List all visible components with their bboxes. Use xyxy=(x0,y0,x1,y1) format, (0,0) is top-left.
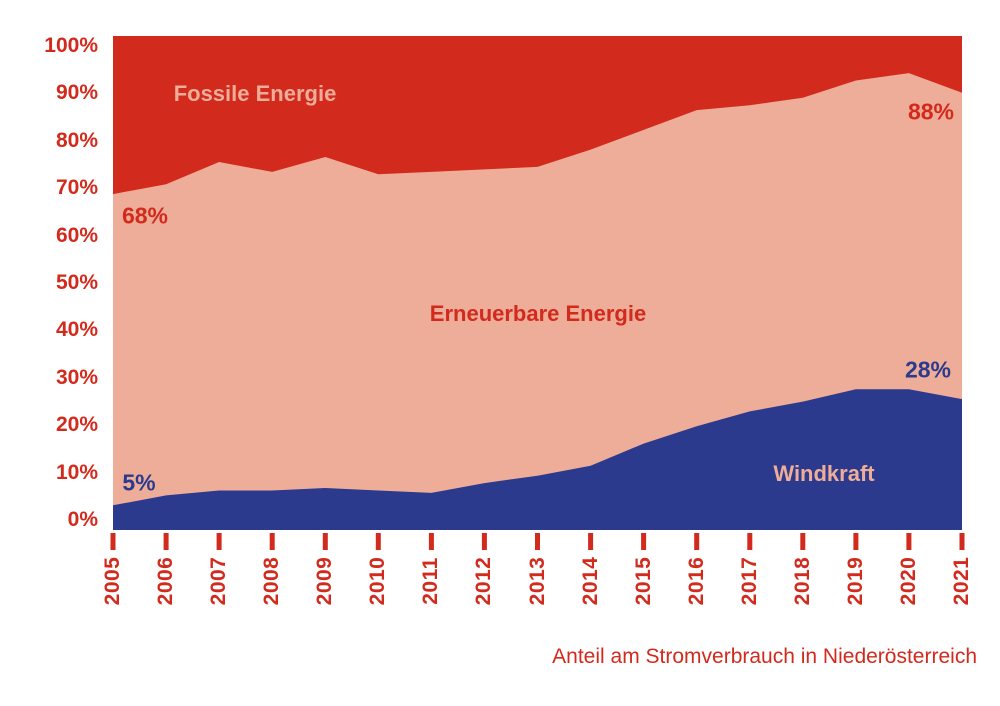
y-axis-label-50pct: 50% xyxy=(55,271,98,294)
y-axis-label-20pct: 20% xyxy=(55,413,98,437)
x-tick-2005 xyxy=(110,533,116,550)
x-tick-2009 xyxy=(322,533,328,550)
x-tick-2012 xyxy=(481,533,487,550)
x-tick-2011 xyxy=(428,533,434,550)
x-tick-2016 xyxy=(694,533,700,550)
x-axis-label-2010: 2010 xyxy=(366,556,390,606)
fossil-area-label: Fossile Energie xyxy=(173,81,337,106)
x-axis-label-2011: 2011 xyxy=(419,557,443,605)
x-axis-label-2014: 2014 xyxy=(578,556,602,606)
windkraft-area xyxy=(113,389,962,530)
x-tick-2008 xyxy=(269,533,275,550)
x-tick-2007 xyxy=(216,533,222,550)
x-axis-label-2018: 2018 xyxy=(790,556,814,606)
wind-start-value-label: 5% xyxy=(122,469,156,496)
y-axis-label-60pct: 60% xyxy=(55,223,98,247)
wind-end-value-label: 28% xyxy=(904,356,952,383)
renewable-area-label: Erneuerbare Energie xyxy=(429,301,647,326)
x-tick-2013 xyxy=(535,533,540,550)
x-axis-label-2021: 2021 xyxy=(950,556,973,606)
x-axis-label-2008: 2008 xyxy=(260,556,284,606)
x-tick-2021 xyxy=(959,533,965,550)
y-axis-label-30pct: 30% xyxy=(55,365,98,389)
renewable-start-value-label: 68% xyxy=(121,202,169,229)
renewable-end-value-label: 88% xyxy=(907,98,955,125)
x-axis-label-2019: 2019 xyxy=(843,556,867,606)
x-axis-label-2006: 2006 xyxy=(154,556,178,606)
x-tick-2020 xyxy=(906,533,912,550)
x-axis-label-2020: 2020 xyxy=(896,556,920,606)
y-axis-label-70pct: 70% xyxy=(55,176,98,200)
x-tick-2019 xyxy=(853,533,859,550)
x-tick-2018 xyxy=(800,533,806,550)
y-axis-label-100pct: 100% xyxy=(44,34,98,57)
x-axis-label-2015: 2015 xyxy=(631,556,655,606)
x-tick-2014 xyxy=(588,533,594,550)
y-axis-label-40pct: 40% xyxy=(55,318,98,342)
chart-caption: Anteil am Stromverbrauch in Niederösterr… xyxy=(552,645,977,668)
x-axis-label-2009: 2009 xyxy=(313,556,337,606)
y-axis-label-90pct: 90% xyxy=(55,81,98,105)
y-axis-label-0pct: 0% xyxy=(67,508,98,531)
wind-area-label: Windkraft xyxy=(773,461,875,486)
x-tick-2015 xyxy=(641,533,647,550)
x-tick-2006 xyxy=(163,533,169,550)
x-axis-label-2013: 2013 xyxy=(525,556,549,606)
y-axis-label-80pct: 80% xyxy=(55,128,98,152)
x-tick-2010 xyxy=(375,533,381,550)
x-axis-label-2007: 2007 xyxy=(207,556,231,606)
x-axis-label-2017: 2017 xyxy=(737,556,761,606)
x-axis-label-2012: 2012 xyxy=(472,556,496,606)
y-axis-label-10pct: 10% xyxy=(55,460,98,484)
x-axis-label-2005: 2005 xyxy=(101,556,124,606)
x-tick-2017 xyxy=(747,533,753,550)
x-axis-label-2016: 2016 xyxy=(684,556,708,606)
